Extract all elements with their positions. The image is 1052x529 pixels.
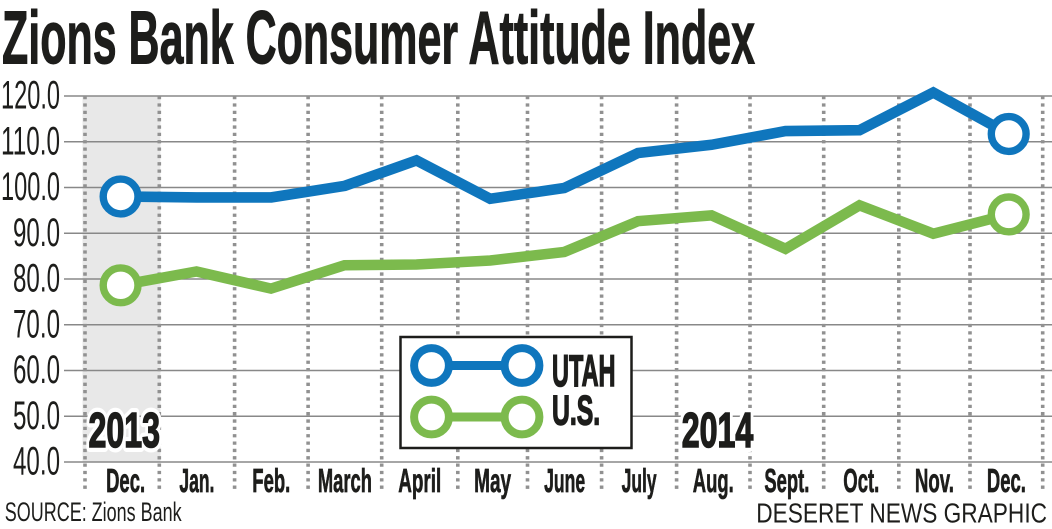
svg-text:40.0: 40.0 <box>13 440 60 484</box>
svg-text:70.0: 70.0 <box>13 302 60 346</box>
svg-text:2014: 2014 <box>682 404 754 458</box>
svg-text:Aug.: Aug. <box>693 462 734 499</box>
svg-text:100.0: 100.0 <box>1 165 60 209</box>
svg-text:Oct.: Oct. <box>843 462 879 499</box>
svg-text:2013: 2013 <box>88 404 160 458</box>
svg-text:Zions Bank Consumer Attitude I: Zions Bank Consumer Attitude Index <box>2 0 755 80</box>
svg-text:90.0: 90.0 <box>13 211 60 255</box>
svg-text:110.0: 110.0 <box>1 119 60 163</box>
svg-text:March: March <box>318 462 372 499</box>
svg-text:2013: 2013 <box>88 404 160 458</box>
svg-text:Sept.: Sept. <box>764 462 809 499</box>
svg-text:50.0: 50.0 <box>13 394 60 438</box>
svg-text:U.S.: U.S. <box>552 387 600 434</box>
svg-text:80.0: 80.0 <box>13 257 60 301</box>
svg-text:May: May <box>474 462 511 499</box>
svg-text:Jan.: Jan. <box>179 462 214 499</box>
svg-text:60.0: 60.0 <box>13 348 60 392</box>
svg-text:June: June <box>544 462 585 499</box>
svg-text:UTAH: UTAH <box>552 347 616 396</box>
svg-text:July: July <box>622 462 657 499</box>
svg-text:Dec.: Dec. <box>106 462 145 499</box>
svg-text:Feb.: Feb. <box>252 462 290 499</box>
svg-text:120.0: 120.0 <box>1 74 60 118</box>
svg-text:2014: 2014 <box>682 404 754 458</box>
svg-text:SOURCE: Zions Bank: SOURCE: Zions Bank <box>5 497 182 527</box>
svg-text:Nov.: Nov. <box>915 462 954 499</box>
svg-text:DESERET NEWS GRAPHIC: DESERET NEWS GRAPHIC <box>756 497 1047 528</box>
svg-text:April: April <box>398 462 441 499</box>
svg-text:Dec.: Dec. <box>987 462 1026 499</box>
